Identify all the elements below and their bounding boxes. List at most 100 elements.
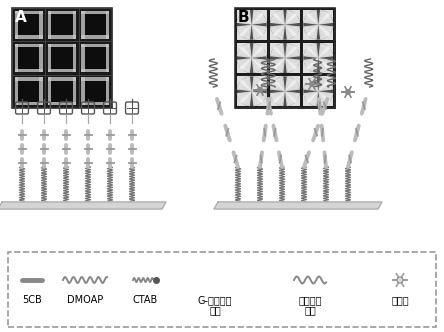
Polygon shape <box>252 25 266 40</box>
Bar <box>270 10 300 40</box>
Polygon shape <box>276 58 294 73</box>
Text: A: A <box>15 10 27 25</box>
Bar <box>15 102 43 105</box>
Polygon shape <box>303 91 318 106</box>
Bar <box>81 77 109 105</box>
Polygon shape <box>276 91 294 106</box>
Bar <box>48 77 52 105</box>
Bar <box>48 44 76 72</box>
Polygon shape <box>303 58 318 73</box>
Polygon shape <box>276 10 294 25</box>
Polygon shape <box>237 91 252 106</box>
Bar <box>81 69 109 72</box>
Polygon shape <box>285 49 300 67</box>
Text: 配体: 配体 <box>304 305 316 315</box>
Polygon shape <box>270 10 285 25</box>
Polygon shape <box>285 25 300 40</box>
Polygon shape <box>214 202 382 209</box>
Polygon shape <box>303 25 318 40</box>
Bar <box>15 77 43 81</box>
Bar <box>48 77 76 81</box>
Bar <box>237 76 267 106</box>
Circle shape <box>258 88 262 93</box>
Polygon shape <box>285 76 300 91</box>
Bar <box>81 11 109 14</box>
Bar <box>12 41 45 75</box>
Text: DMOAP: DMOAP <box>67 295 103 305</box>
Bar <box>15 77 43 105</box>
Polygon shape <box>252 76 266 91</box>
Bar <box>301 8 335 41</box>
Bar <box>48 11 76 39</box>
Polygon shape <box>318 58 333 73</box>
Bar <box>303 43 333 73</box>
Bar <box>81 11 109 39</box>
Polygon shape <box>285 91 300 106</box>
Bar <box>79 41 112 75</box>
Polygon shape <box>0 202 166 209</box>
Bar <box>15 35 43 39</box>
Polygon shape <box>237 49 252 67</box>
Polygon shape <box>237 43 252 58</box>
Bar <box>40 11 43 39</box>
Polygon shape <box>252 43 266 58</box>
Polygon shape <box>237 25 252 40</box>
Polygon shape <box>309 43 328 58</box>
Text: CTAB: CTAB <box>132 295 158 305</box>
Polygon shape <box>318 76 333 91</box>
Bar <box>15 44 43 47</box>
Bar <box>303 43 333 73</box>
Bar <box>237 43 267 73</box>
Bar <box>73 11 76 39</box>
Polygon shape <box>252 10 266 25</box>
Polygon shape <box>276 43 294 58</box>
Polygon shape <box>270 25 285 40</box>
Polygon shape <box>270 49 285 67</box>
Bar <box>270 76 300 106</box>
Polygon shape <box>252 91 266 106</box>
Bar <box>15 11 43 14</box>
Bar <box>48 35 76 39</box>
Bar <box>12 8 112 108</box>
Polygon shape <box>285 82 300 101</box>
Bar <box>237 10 267 40</box>
Bar <box>48 44 52 72</box>
Bar <box>48 11 76 14</box>
Polygon shape <box>242 25 261 40</box>
Polygon shape <box>318 82 333 101</box>
Polygon shape <box>318 15 333 34</box>
Bar <box>303 76 333 106</box>
Text: 伸展型适: 伸展型适 <box>298 295 322 305</box>
Polygon shape <box>303 49 318 67</box>
Bar <box>235 8 268 41</box>
Bar <box>301 75 335 108</box>
Bar <box>45 75 79 108</box>
Bar <box>48 69 76 72</box>
Polygon shape <box>237 58 252 73</box>
Polygon shape <box>303 82 318 101</box>
Bar <box>40 77 43 105</box>
Bar <box>81 102 109 105</box>
Polygon shape <box>270 43 285 58</box>
Bar <box>12 8 45 41</box>
Circle shape <box>397 277 403 283</box>
Bar <box>303 76 333 106</box>
Bar <box>81 44 109 72</box>
Bar <box>106 11 109 39</box>
Bar <box>270 43 300 73</box>
Bar <box>79 75 112 108</box>
Polygon shape <box>303 10 318 25</box>
Text: G-四链体适: G-四链体适 <box>198 295 232 305</box>
Bar <box>15 44 43 72</box>
Bar <box>81 44 85 72</box>
Polygon shape <box>252 82 267 101</box>
FancyBboxPatch shape <box>8 252 436 327</box>
Bar <box>237 10 267 40</box>
Text: 胰岛素: 胰岛素 <box>391 295 409 305</box>
Bar <box>48 102 76 105</box>
Circle shape <box>309 81 314 87</box>
Bar <box>268 41 301 75</box>
Polygon shape <box>242 43 261 58</box>
Polygon shape <box>252 58 266 73</box>
Bar <box>15 11 18 39</box>
